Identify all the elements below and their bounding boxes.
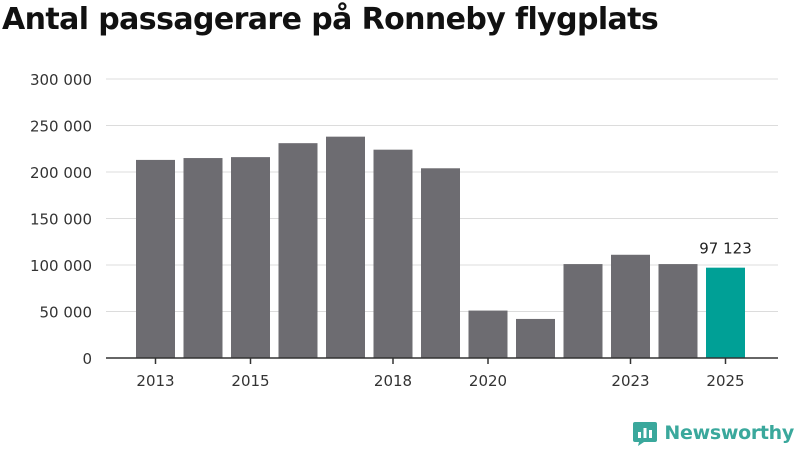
bar-2019 (421, 168, 460, 358)
y-tick-label: 150 000 (30, 211, 92, 229)
bar-2021 (516, 318, 555, 358)
bar-2015 (231, 157, 270, 358)
y-tick-label: 250 000 (30, 118, 92, 136)
bar-2013 (136, 159, 175, 358)
bar-2022 (563, 264, 603, 358)
y-tick-label: 200 000 (30, 164, 92, 182)
y-tick-label: 50 000 (40, 304, 93, 322)
bar-2017 (326, 136, 365, 358)
chart-title: Antal passagerare på Ronneby flygplats (2, 2, 659, 37)
bar-2020 (468, 310, 508, 358)
y-axis-tick-labels: 0 50 000 100 000 150 000 200 000 250 000 300 0… (30, 71, 92, 368)
brand-name: Newsworthy (664, 422, 794, 444)
x-axis-tick-labels: 2013 2015 2018 2020 2023 2025 (136, 372, 744, 390)
x-tick-label: 2015 (231, 372, 269, 390)
x-tick-label: 2020 (469, 372, 507, 390)
data-label: 97 123 (699, 240, 752, 258)
bar-2024 (658, 264, 698, 358)
y-tick-label: 0 (82, 350, 92, 368)
bar-2025 (706, 267, 745, 358)
data-labels: 97 123 (699, 240, 752, 258)
y-tick-label: 300 000 (30, 71, 92, 89)
bar-2018 (373, 149, 413, 358)
x-tick-label: 2023 (611, 372, 649, 390)
x-axis (106, 357, 778, 364)
newsworthy-logo-icon (633, 422, 658, 446)
bar-2023 (611, 254, 650, 358)
bar-2016 (278, 143, 318, 358)
brand: Newsworthy (632, 420, 794, 446)
x-tick-label: 2013 (136, 372, 174, 390)
x-tick-label: 2025 (706, 372, 744, 390)
bar-2014 (183, 158, 223, 358)
x-tick-label: 2018 (374, 372, 412, 390)
y-tick-label: 100 000 (30, 257, 92, 275)
bars (136, 136, 745, 358)
